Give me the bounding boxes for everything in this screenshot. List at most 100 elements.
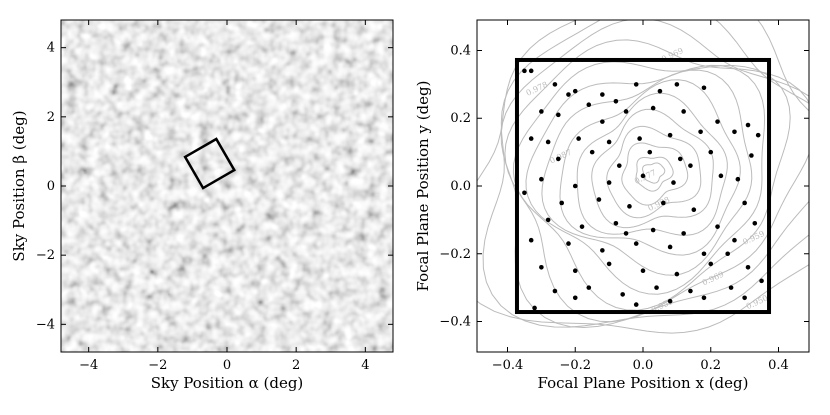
sky-y-axis-label: Sky Position β (deg) — [10, 110, 28, 261]
star-point — [650, 105, 656, 111]
star-point — [559, 200, 564, 206]
star-point — [698, 129, 703, 135]
star-point — [650, 227, 656, 233]
sky-heatmap — [61, 20, 393, 352]
sky-y-tick-label: 2 — [47, 110, 55, 125]
star-point — [572, 268, 578, 273]
contour-line — [477, 20, 809, 334]
star-point — [677, 156, 683, 162]
star-point — [745, 122, 751, 128]
star-point — [742, 295, 747, 301]
sky-x-tick-label: 4 — [361, 358, 369, 373]
sky-panel: −4 −2 0 2 4 −4 −2 0 2 4 Sky Position α (deg) Sky … — [10, 19, 394, 392]
focal-plane-frame — [514, 57, 772, 315]
sky-y-tick-label: −2 — [36, 248, 55, 263]
star-point — [572, 88, 578, 94]
star-point — [735, 176, 741, 182]
star-point — [522, 190, 527, 196]
star-point — [661, 200, 666, 206]
focal-x-tick-label: −0.2 — [559, 358, 591, 373]
sky-x-tick-label: −4 — [79, 358, 98, 373]
star-point — [532, 305, 537, 311]
focal-y-axis-label: Focal Plane Position y (deg) — [414, 81, 432, 292]
star-point — [620, 292, 625, 297]
star-point — [579, 224, 585, 229]
star-point — [586, 102, 592, 107]
contour-line — [606, 125, 702, 219]
star-point — [647, 149, 653, 155]
star-point — [667, 298, 673, 304]
star-point — [749, 153, 754, 158]
star-point — [654, 285, 659, 290]
contour-line — [541, 69, 753, 276]
star-point — [552, 288, 558, 294]
sky-y-tick-label: 0 — [47, 179, 55, 194]
focal-y-tick-label: −0.2 — [439, 247, 471, 262]
contour-line — [591, 108, 714, 229]
star-point — [674, 82, 680, 87]
star-point — [596, 197, 602, 202]
star-point — [725, 251, 730, 257]
star-point — [539, 176, 544, 182]
star-point — [613, 99, 619, 104]
star-point — [572, 183, 578, 189]
focal-y-tick-label: 0.0 — [450, 179, 471, 194]
star-point — [572, 295, 578, 301]
star-point — [576, 136, 581, 141]
star-point — [718, 173, 724, 179]
field-of-view-square — [183, 137, 237, 190]
contour-line — [559, 79, 741, 256]
star-point — [633, 302, 639, 307]
star-point — [715, 224, 720, 229]
star-point — [688, 163, 693, 168]
star-point — [606, 180, 612, 185]
star-point — [528, 68, 534, 74]
focal-y-tick-label: 0.4 — [450, 43, 471, 58]
star-point — [539, 265, 544, 270]
star-point — [681, 109, 686, 114]
star-point — [545, 139, 551, 145]
contour-line — [621, 142, 689, 206]
star-point — [586, 285, 592, 290]
star-point — [556, 156, 561, 162]
star-point — [522, 68, 527, 74]
star-point — [745, 265, 751, 270]
star-point — [600, 119, 605, 124]
star-point — [633, 241, 639, 246]
contour-line — [635, 156, 674, 192]
star-point — [691, 207, 697, 213]
star-point — [616, 163, 622, 168]
star-point — [613, 220, 619, 226]
sky-x-tick-label: −2 — [148, 358, 167, 373]
star-point — [640, 268, 646, 273]
star-point — [633, 82, 639, 87]
focal-y-tick-label: 0.2 — [450, 111, 471, 126]
star-point — [566, 241, 571, 246]
contour-line — [482, 20, 809, 328]
star-point — [657, 88, 663, 94]
star-point — [688, 288, 693, 294]
star-point — [556, 112, 561, 118]
star-point — [623, 109, 629, 114]
star-point — [708, 149, 714, 155]
focal-x-tick-label: 0.0 — [633, 358, 654, 373]
star-point — [742, 200, 747, 206]
focal-x-tick-label: 0.2 — [700, 358, 721, 373]
contour-line — [642, 162, 666, 184]
star-point — [755, 132, 761, 138]
star-point — [606, 261, 612, 267]
star-point — [640, 173, 646, 179]
contour-line — [576, 92, 728, 236]
focal-y-tick-label: −0.4 — [439, 315, 471, 330]
star-point — [606, 139, 612, 145]
star-point — [759, 278, 764, 284]
star-point — [589, 149, 595, 155]
star-point — [528, 237, 534, 243]
sky-x-axis-label: Sky Position α (deg) — [151, 374, 304, 392]
sky-x-tick-label: 0 — [223, 358, 231, 373]
star-point — [528, 136, 534, 141]
star-point — [667, 132, 673, 138]
contour-line — [504, 39, 809, 323]
star-point — [728, 285, 734, 290]
